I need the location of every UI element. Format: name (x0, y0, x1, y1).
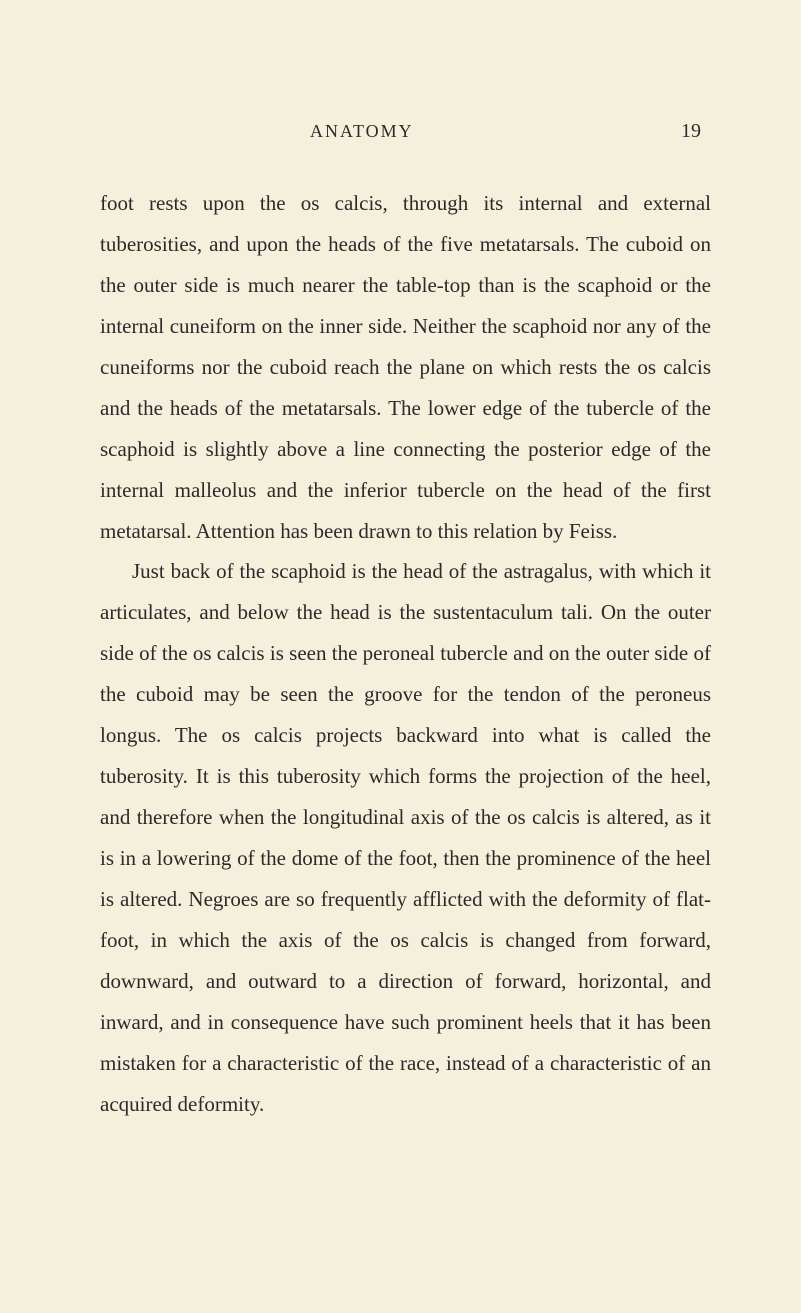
paragraph-1: foot rests upon the os calcis, through i… (100, 183, 711, 551)
header-title: ANATOMY (310, 121, 414, 142)
page-header: ANATOMY 19 (100, 120, 711, 143)
body-text: foot rests upon the os calcis, through i… (100, 183, 711, 1125)
page-number: 19 (681, 120, 701, 143)
paragraph-2: Just back of the scaphoid is the head of… (100, 551, 711, 1124)
